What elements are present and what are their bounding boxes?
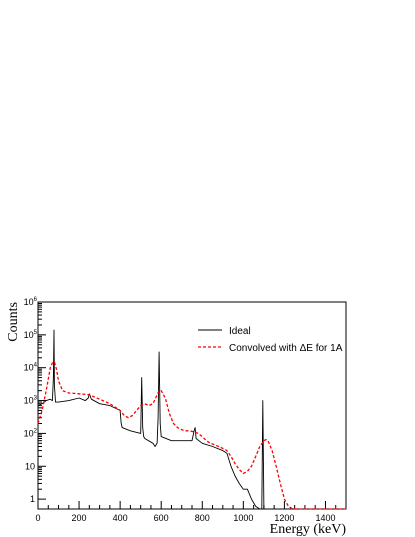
y-tick-label: 1 bbox=[30, 494, 35, 504]
x-axis: 0 200 400 600 800 1000 1200 1400 bbox=[35, 501, 347, 523]
x-tick-label: 0 bbox=[35, 513, 40, 523]
series-line-convolved bbox=[37, 361, 346, 510]
y-axis: 1 10 102 103 104 105 106 bbox=[24, 297, 46, 510]
x-tick-label: 800 bbox=[195, 513, 210, 523]
x-axis-title: Energy (keV) bbox=[270, 522, 347, 537]
y-tick-label: 103 bbox=[24, 396, 38, 406]
y-tick-label: 104 bbox=[24, 363, 38, 373]
x-tick-label: 600 bbox=[154, 513, 169, 523]
series-line-ideal bbox=[37, 329, 346, 510]
y-tick-label: 10 bbox=[25, 461, 35, 471]
y-tick-label: 106 bbox=[24, 297, 38, 307]
x-tick-label: 200 bbox=[72, 513, 87, 523]
x-tick-label: 400 bbox=[113, 513, 128, 523]
plot-frame bbox=[37, 301, 347, 510]
legend-label-convolved: Convolved with ΔE for 1A bbox=[229, 343, 343, 354]
series-layer bbox=[37, 329, 346, 510]
y-tick-label: 105 bbox=[24, 330, 38, 340]
y-tick-label: 102 bbox=[24, 428, 38, 438]
y-axis-title: Counts bbox=[6, 302, 21, 342]
legend-label-ideal: Ideal bbox=[229, 326, 251, 337]
x-tick-label: 1400 bbox=[315, 513, 335, 523]
x-tick-label: 1000 bbox=[233, 513, 253, 523]
legend: Ideal Convolved with ΔE for 1A bbox=[198, 326, 343, 354]
x-tick-label: 1200 bbox=[274, 513, 294, 523]
